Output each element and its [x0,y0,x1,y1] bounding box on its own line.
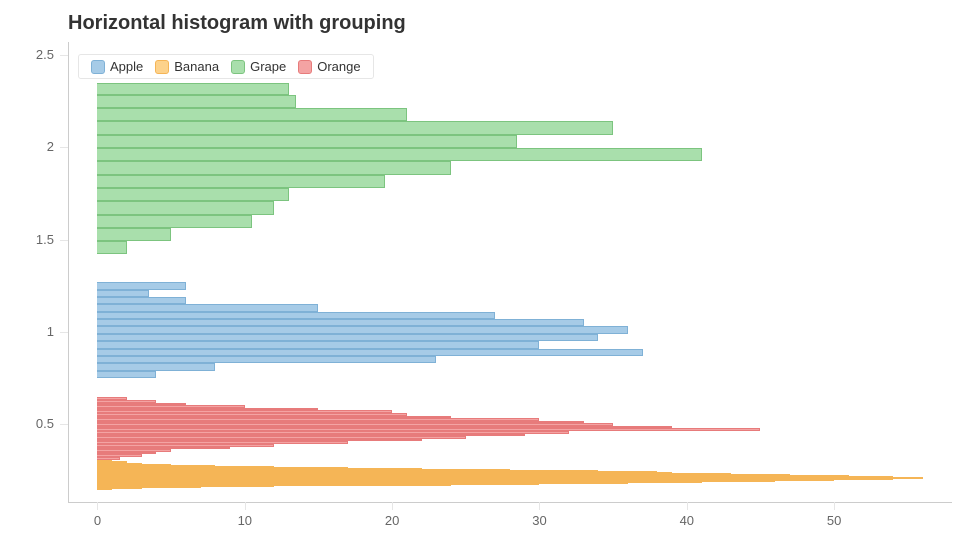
hist-bar-orange [97,397,126,400]
hist-bar-orange [97,405,244,408]
legend-label: Grape [250,59,286,74]
hist-bar-apple [97,341,539,348]
y-tick-label: 1 [24,325,54,338]
hist-bar-orange [97,413,406,416]
legend-item-apple[interactable]: Apple [87,59,147,74]
legend-item-grape[interactable]: Grape [227,59,290,74]
hist-bar-orange [97,447,230,450]
legend-swatch-icon [298,60,312,74]
hist-bar-orange [97,431,568,434]
x-tick-label: 10 [230,514,260,527]
hist-bar-orange [97,444,274,447]
x-tick-label: 0 [82,514,112,527]
hist-bar-grape [97,95,296,108]
x-tick [97,502,98,510]
hist-bar-grape [97,135,517,148]
hist-bar-orange [97,441,347,444]
hist-bar-orange [97,426,672,429]
x-tick-label: 30 [524,514,554,527]
legend-swatch-icon [155,60,169,74]
hist-bar-grape [97,241,126,254]
y-tick [60,147,68,148]
x-tick [687,502,688,510]
x-tick [834,502,835,510]
hist-bar-orange [97,428,760,431]
hist-bar-orange [97,436,465,439]
y-tick [60,424,68,425]
hist-bar-grape [97,121,613,134]
hist-bar-apple [97,326,627,333]
x-tick-label: 40 [672,514,702,527]
legend-swatch-icon [231,60,245,74]
hist-bar-orange [97,403,185,406]
hist-bar-apple [97,290,149,297]
hist-bar-orange [97,457,119,460]
hist-bar-orange [97,408,318,411]
hist-bar-grape [97,83,289,95]
hist-bar-orange [97,423,613,426]
legend-label: Apple [110,59,143,74]
hist-bar-orange [97,434,524,437]
hist-bar-grape [97,215,252,228]
legend-label: Banana [174,59,219,74]
y-tick [60,240,68,241]
hist-bar-apple [97,304,318,311]
hist-bar-apple [97,297,185,304]
hist-bar-orange [97,449,171,452]
hist-bar-apple [97,282,185,289]
legend: Apple Banana Grape Orange [78,54,374,79]
hist-bar-orange [97,410,392,413]
x-tick-label: 20 [377,514,407,527]
y-tick-label: 1.5 [24,233,54,246]
y-tick-label: 2.5 [24,48,54,61]
hist-bar-orange [97,400,156,403]
x-tick [539,502,540,510]
plot-area: 010203040500.511.522.5 [68,42,952,502]
chart-title: Horizontal histogram with grouping [68,12,406,35]
x-tick-label: 50 [819,514,849,527]
hist-bar-grape [97,201,274,214]
x-tick [392,502,393,510]
y-tick [60,332,68,333]
hist-bar-orange [97,421,583,424]
hist-bar-apple [97,349,642,356]
x-axis-line [68,502,952,503]
legend-item-banana[interactable]: Banana [151,59,223,74]
y-axis-line [68,42,69,502]
y-tick-label: 2 [24,140,54,153]
hist-bar-grape [97,188,289,201]
hist-bar-grape [97,108,406,121]
hist-bar-orange [97,418,539,421]
hist-bar-grape [97,228,171,241]
hist-bar-banana [97,460,112,462]
hist-bar-orange [97,454,141,457]
hist-bar-apple [97,363,215,370]
hist-bar-grape [97,175,384,188]
hist-bar-orange [97,439,421,442]
legend-item-orange[interactable]: Orange [294,59,364,74]
hist-bar-apple [97,371,156,378]
legend-label: Orange [317,59,360,74]
hist-bar-apple [97,356,436,363]
x-tick [245,502,246,510]
legend-swatch-icon [91,60,105,74]
hist-bar-apple [97,334,598,341]
y-tick-label: 0.5 [24,417,54,430]
hist-bar-orange [97,416,451,419]
hist-bar-apple [97,312,495,319]
y-tick [60,55,68,56]
hist-bar-orange [97,452,156,455]
hist-bar-grape [97,148,701,161]
hist-bar-grape [97,161,451,174]
hist-bar-apple [97,319,583,326]
